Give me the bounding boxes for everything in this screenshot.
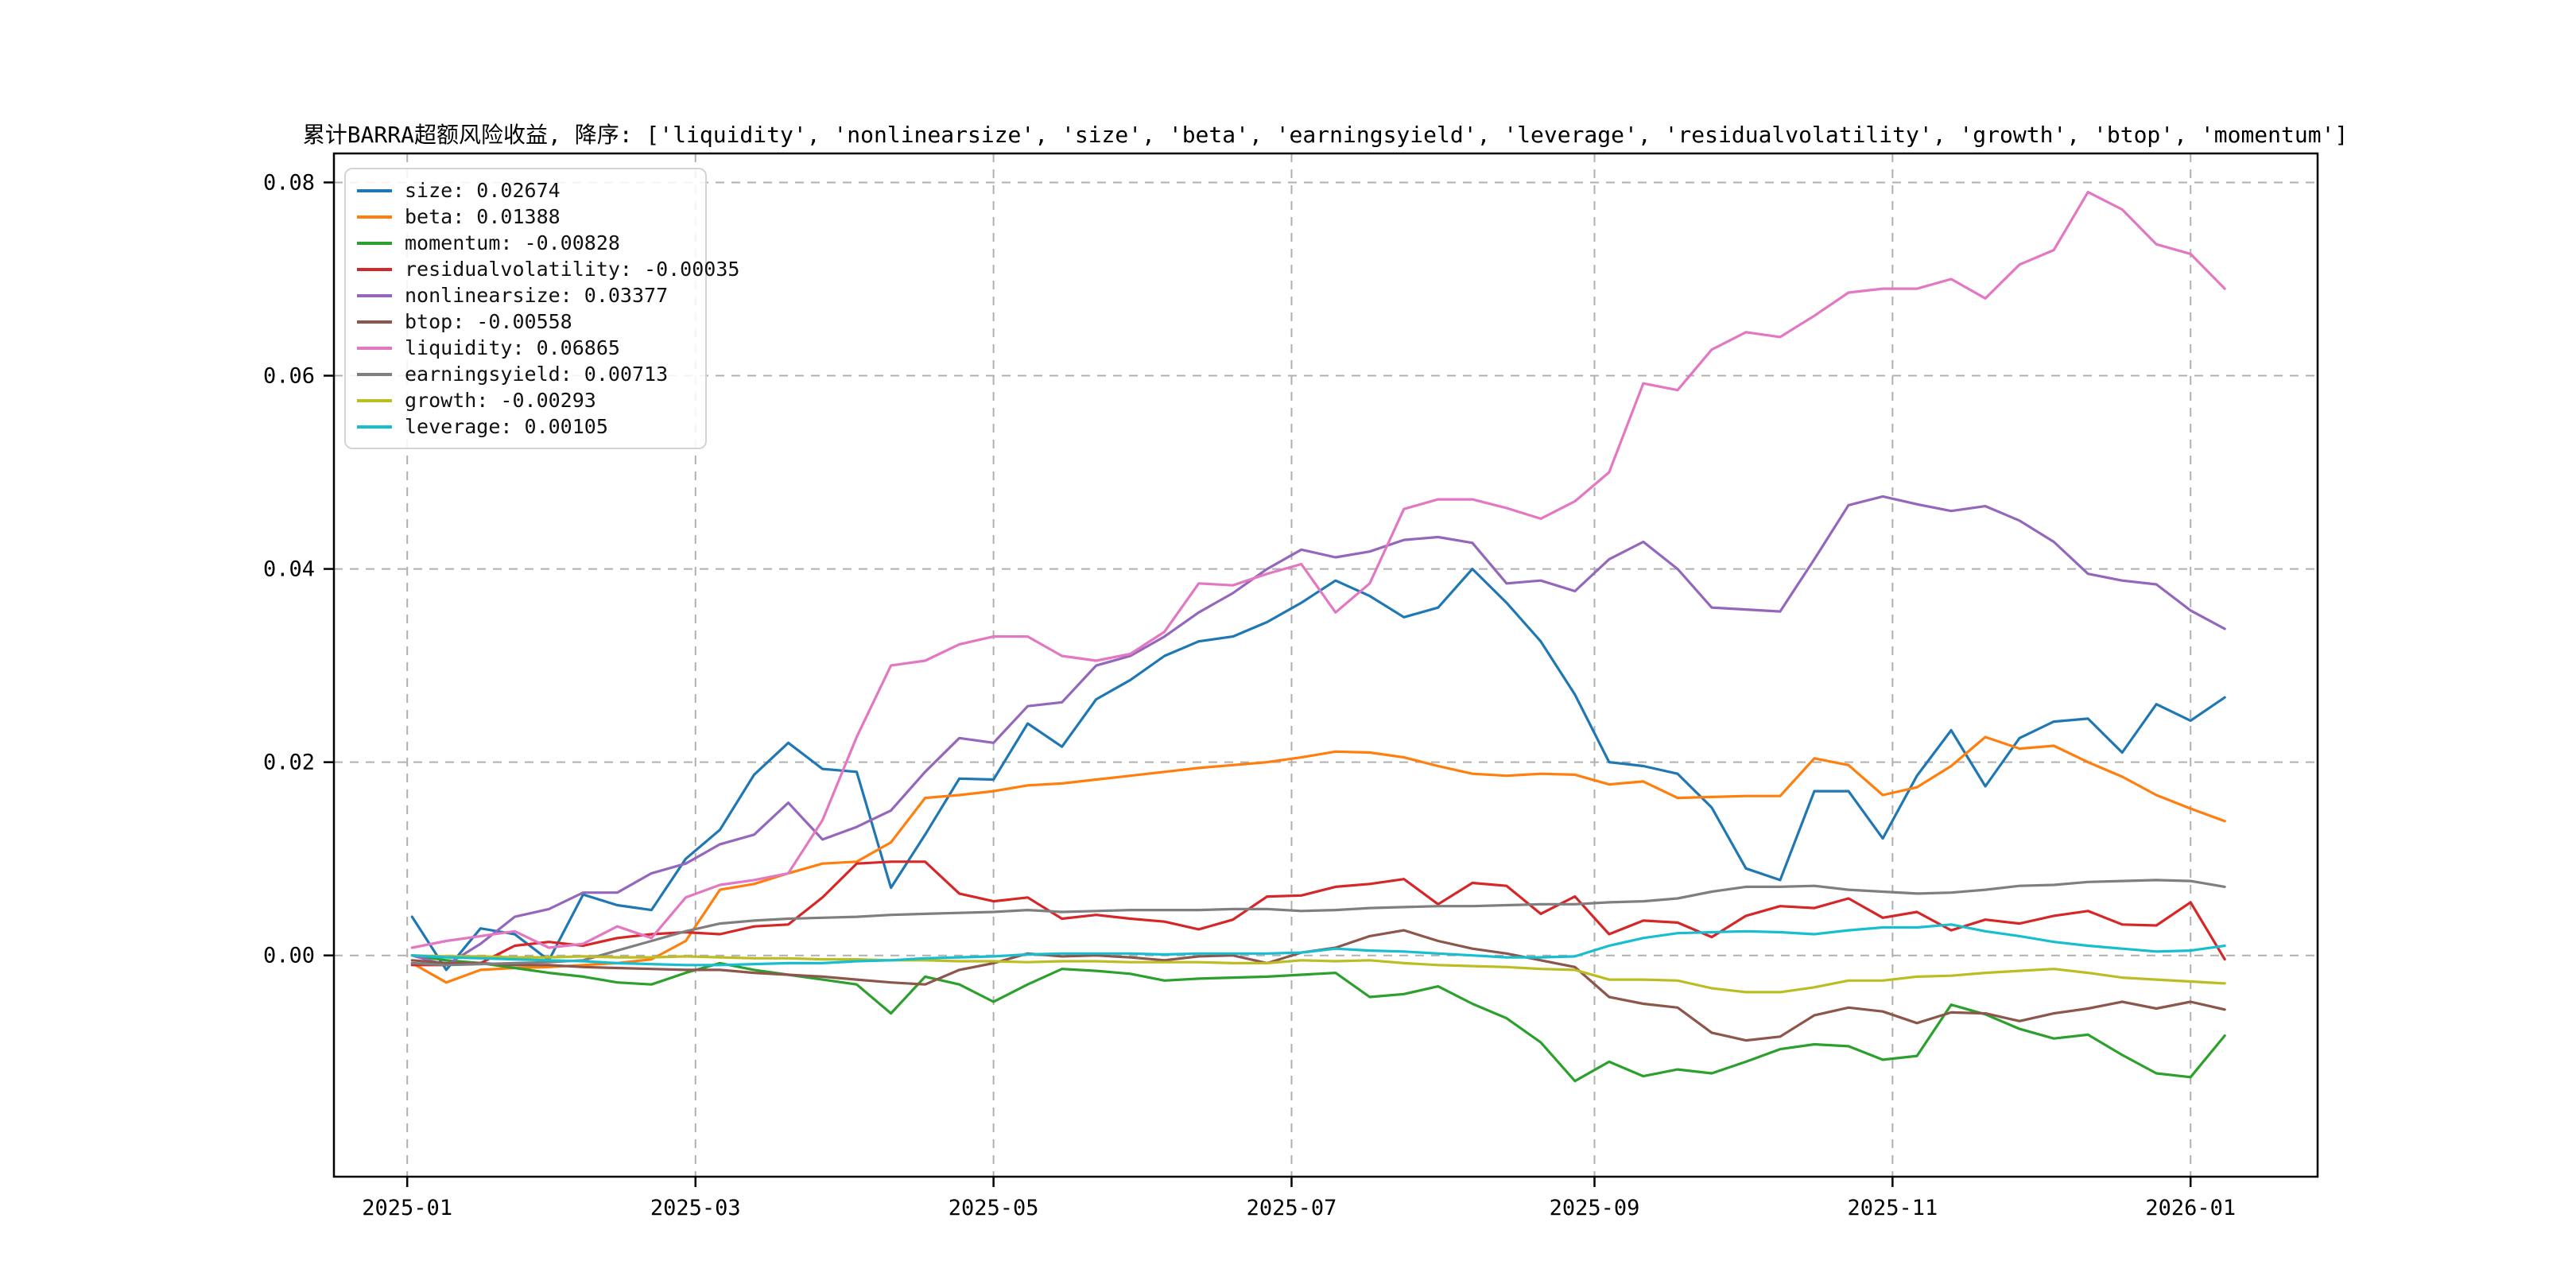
- series-line-size: [410, 567, 2226, 972]
- series-line-earningsyield: [410, 879, 2226, 967]
- legend-item-nonlinearsize: nonlinearsize: 0.03377: [357, 282, 694, 308]
- x-tick-label: 2025-07: [1247, 1196, 1337, 1220]
- x-tick-label: 2025-05: [949, 1196, 1039, 1220]
- series-line-liquidity: [410, 191, 2226, 949]
- x-tick-label: 2025-03: [650, 1196, 741, 1220]
- series-line-beta: [410, 735, 2226, 984]
- legend-label-btop: btop: -0.00558: [405, 310, 572, 333]
- legend-label-growth: growth: -0.00293: [405, 389, 596, 412]
- series-line-momentum: [410, 954, 2226, 1083]
- legend-label-earningsyield: earningsyield: 0.00713: [405, 363, 669, 386]
- series-line-btop: [410, 929, 2226, 1042]
- legend-label-liquidity: liquidity: 0.06865: [405, 336, 620, 359]
- legend-swatch-liquidity: [357, 346, 392, 350]
- legend-item-size: size: 0.02674: [357, 177, 694, 204]
- legend-swatch-beta: [357, 215, 392, 219]
- legend-label-leverage: leverage: 0.00105: [405, 415, 608, 438]
- y-tick-label: 0.06: [263, 364, 315, 389]
- legend-swatch-nonlinearsize: [357, 293, 392, 297]
- legend-label-beta: beta: 0.01388: [405, 205, 561, 228]
- y-tick-label: 0.00: [263, 944, 315, 968]
- series-line-nonlinearsize: [410, 495, 2226, 967]
- legend-item-earningsyield: earningsyield: 0.00713: [357, 361, 694, 387]
- series-line-leverage: [410, 923, 2226, 967]
- x-tick-label: 2025-01: [362, 1196, 452, 1220]
- legend: size: 0.02674 beta: 0.01388 momentum: -0.0…: [344, 168, 739, 449]
- legend-label-nonlinearsize: nonlinearsize: 0.03377: [405, 284, 669, 307]
- x-tick-label: 2026-01: [2145, 1196, 2236, 1220]
- x-tick-label: 2025-11: [1847, 1196, 1938, 1220]
- chart-title: 累计BARRA超额风险收益, 降序: ['liquidity', 'nonlin…: [302, 122, 2349, 148]
- legend-swatch-earningsyield: [357, 372, 392, 376]
- legend-swatch-btop: [357, 320, 392, 324]
- x-tick-label: 2025-09: [1550, 1196, 1640, 1220]
- y-tick-label: 0.08: [263, 170, 315, 195]
- legend-label-momentum: momentum: -0.00828: [405, 231, 620, 254]
- legend-item-leverage: leverage: 0.00105: [357, 413, 694, 440]
- legend-item-momentum: momentum: -0.00828: [357, 230, 694, 256]
- legend-item-btop: btop: -0.00558: [357, 308, 694, 335]
- legend-label-size: size: 0.02674: [405, 179, 561, 202]
- legend-swatch-growth: [357, 398, 392, 402]
- legend-swatch-residualvolatility: [357, 267, 392, 271]
- series-line-growth: [410, 954, 2226, 994]
- y-tick-label: 0.02: [263, 751, 315, 775]
- legend-swatch-momentum: [357, 241, 392, 245]
- legend-swatch-leverage: [357, 425, 392, 429]
- legend-item-beta: beta: 0.01388: [357, 204, 694, 230]
- legend-item-liquidity: liquidity: 0.06865: [357, 335, 694, 361]
- legend-item-residualvolatility: residualvolatility: -0.00035: [357, 256, 739, 282]
- legend-label-residualvolatility: residualvolatility: -0.00035: [405, 258, 740, 281]
- y-tick-label: 0.04: [263, 557, 315, 582]
- plot-border: [332, 152, 2319, 1178]
- series-line-residualvolatility: [410, 860, 2226, 967]
- legend-item-growth: growth: -0.00293: [357, 387, 694, 413]
- legend-swatch-size: [357, 188, 392, 192]
